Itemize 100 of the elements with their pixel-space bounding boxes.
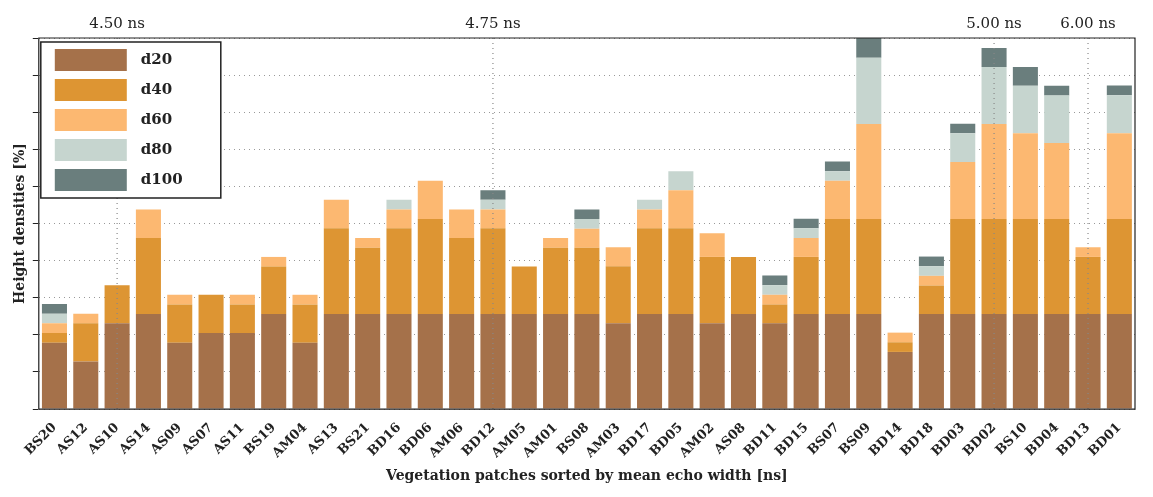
- ref-line-label: 6.00 ns: [1060, 14, 1116, 33]
- bar: [762, 304, 788, 324]
- bar: [167, 304, 193, 343]
- x-axis-title: Vegetation patches sorted by mean echo width [ns]: [385, 467, 788, 484]
- bar: [417, 314, 443, 409]
- bar: [1012, 85, 1038, 134]
- legend-label: d20: [140, 49, 173, 68]
- bar: [1106, 314, 1132, 409]
- bar: [355, 314, 381, 409]
- bar: [480, 209, 506, 229]
- bar: [355, 247, 381, 315]
- bar: [1106, 85, 1132, 96]
- bar: [480, 199, 506, 210]
- bar: [637, 314, 663, 409]
- bar: [762, 323, 788, 409]
- bar: [229, 333, 255, 409]
- bar: [1044, 143, 1070, 220]
- bar: [950, 219, 976, 315]
- bar: [1075, 314, 1101, 409]
- bar: [323, 199, 349, 229]
- bar: [699, 256, 725, 324]
- bar: [1075, 247, 1101, 257]
- bar: [449, 314, 475, 409]
- bar: [104, 323, 130, 409]
- bar: [1044, 85, 1070, 96]
- bar: [981, 124, 1007, 220]
- bar: [386, 209, 412, 229]
- bar: [229, 294, 255, 305]
- bar: [793, 238, 819, 257]
- bar: [918, 275, 944, 286]
- bar: [637, 228, 663, 315]
- bar: [198, 294, 224, 333]
- bar: [668, 228, 694, 315]
- bar: [292, 304, 318, 343]
- bar: [323, 314, 349, 409]
- bar: [856, 314, 882, 409]
- bar: [135, 314, 161, 409]
- bar: [1012, 219, 1038, 315]
- bar: [229, 304, 255, 333]
- bar: [762, 294, 788, 305]
- bar: [918, 285, 944, 315]
- bar: [543, 314, 569, 409]
- bar: [480, 190, 506, 200]
- bar: [887, 351, 913, 409]
- bar: [730, 256, 757, 315]
- bar: [355, 238, 381, 248]
- bar: [417, 180, 443, 220]
- bar: [918, 266, 944, 276]
- bar: [762, 285, 788, 295]
- bar: [511, 266, 537, 315]
- bar: [824, 171, 850, 181]
- bar: [261, 256, 287, 267]
- bar: [167, 294, 193, 305]
- bar: [261, 266, 287, 315]
- bar: [1044, 95, 1070, 144]
- bar: [480, 228, 506, 315]
- bar: [167, 342, 193, 409]
- bar: [574, 228, 600, 248]
- bar: [292, 342, 318, 409]
- bar: [637, 209, 663, 229]
- bar: [887, 332, 913, 343]
- bar: [793, 314, 819, 409]
- bar: [950, 133, 976, 162]
- bar: [73, 323, 99, 362]
- bar: [135, 209, 161, 239]
- bar: [824, 180, 850, 220]
- bar: [856, 124, 882, 220]
- bar: [605, 266, 631, 324]
- bar: [386, 314, 412, 409]
- bar: [1075, 256, 1101, 315]
- bar: [1012, 314, 1038, 409]
- bar: [41, 342, 67, 409]
- bar: [1106, 95, 1132, 134]
- bar: [981, 48, 1007, 67]
- bar: [386, 199, 412, 210]
- bar: [668, 171, 694, 191]
- bar: [574, 314, 600, 409]
- bar: [793, 218, 819, 229]
- bar: [543, 247, 569, 315]
- bar: [323, 228, 349, 315]
- ref-line-label: 4.50 ns: [89, 14, 145, 33]
- bar: [1106, 219, 1132, 315]
- bar: [1106, 133, 1132, 220]
- bar: [950, 161, 976, 220]
- bar: [1044, 314, 1070, 409]
- legend-label: d40: [140, 79, 173, 98]
- bar: [292, 294, 318, 305]
- ref-line-label: 4.75 ns: [465, 14, 521, 33]
- legend-label: d80: [140, 139, 173, 158]
- bar: [668, 190, 694, 229]
- ref-line-label: 5.00 ns: [966, 14, 1022, 33]
- bar: [605, 323, 631, 409]
- bar: [637, 199, 663, 210]
- bar: [699, 323, 725, 409]
- bar: [950, 314, 976, 409]
- bar: [41, 323, 67, 333]
- bar: [856, 38, 882, 58]
- bar: [887, 342, 913, 352]
- bar: [981, 66, 1007, 125]
- bar: [918, 314, 944, 409]
